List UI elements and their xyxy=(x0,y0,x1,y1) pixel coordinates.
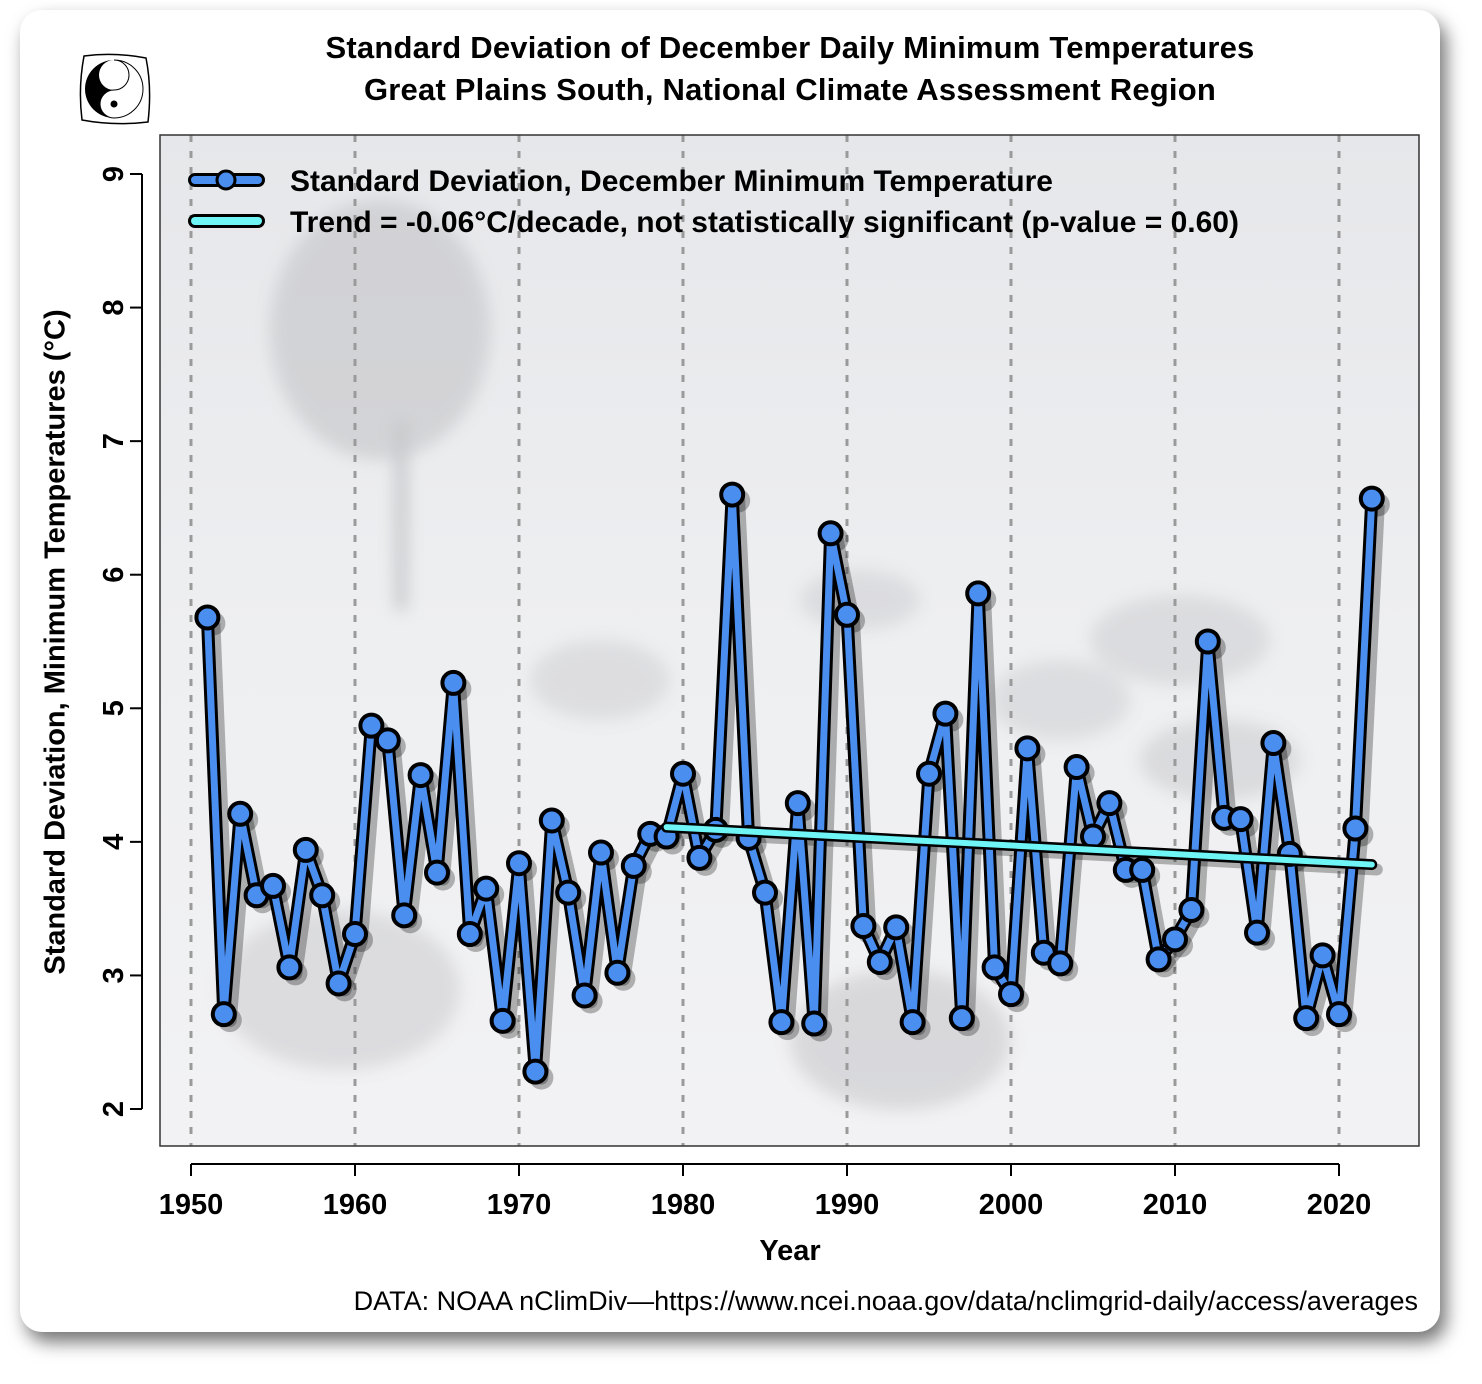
y-tick-label: 3 xyxy=(98,967,130,983)
legend-label-trend: Trend = -0.06°C/decade, not statisticall… xyxy=(290,206,1239,239)
data-point: 1987: 4.29 xyxy=(784,790,811,817)
data-point: 1955: 3.67 xyxy=(260,872,286,899)
data-point: 1952: 2.71 xyxy=(210,1001,237,1028)
trend-line xyxy=(663,824,1375,868)
data-point: 1980: 4.51 xyxy=(670,760,696,787)
data-point: 1969: 2.66 xyxy=(489,1007,516,1034)
data-point: 1976: 3.02 xyxy=(604,959,631,986)
data-point: 1996: 4.96 xyxy=(932,700,959,727)
data-point: 1959: 2.94 xyxy=(325,970,352,997)
data-point: 1965: 3.77 xyxy=(424,859,450,886)
y-tick-label: 6 xyxy=(98,567,130,583)
data-point: 1999: 3.06 xyxy=(981,954,1008,981)
y-tick-label: 9 xyxy=(98,166,130,182)
x-tick-label: 2010 xyxy=(1143,1189,1208,1221)
data-point: 1967: 3.31 xyxy=(456,921,483,948)
data-point: 2021: 4.1 xyxy=(1342,815,1369,842)
x-tick-label: 1970 xyxy=(487,1189,552,1221)
data-point: 1970: 3.84 xyxy=(506,850,532,877)
data-point: 1973: 3.62 xyxy=(555,879,582,906)
data-point: 1966: 5.19 xyxy=(440,669,467,696)
chart-title-line2: Great Plains South, National Climate Ass… xyxy=(363,72,1217,107)
data-point: 1988: 2.64 xyxy=(801,1010,828,1037)
data-point: 1986: 2.65 xyxy=(768,1009,795,1036)
x-tick-label: 1950 xyxy=(159,1189,224,1221)
x-tick-label: 1990 xyxy=(815,1189,880,1221)
data-point: 2014: 4.17 xyxy=(1227,806,1254,833)
data-point: 1971: 2.28 xyxy=(522,1058,549,1085)
data-point: 2020: 2.71 xyxy=(1326,1001,1352,1028)
data-point: 1991: 3.37 xyxy=(850,913,877,940)
data-point: 2012: 5.5 xyxy=(1194,628,1221,655)
data-point: 1993: 3.36 xyxy=(883,914,910,941)
y-tick-label: 2 xyxy=(98,1101,130,1117)
data-point: 1981: 3.88 xyxy=(686,844,713,871)
legend: Standard Deviation, December Minimum Tem… xyxy=(188,165,1239,239)
data-point: 1995: 4.51 xyxy=(916,760,942,787)
data-point: 2015: 3.32 xyxy=(1244,919,1270,946)
data-point: 2001: 4.7 xyxy=(1014,735,1041,762)
data-point: 2009: 3.12 xyxy=(1145,946,1172,973)
data-point: 1977: 3.82 xyxy=(620,852,647,879)
data-point: 1985: 3.62 xyxy=(752,879,778,906)
data-point: 1990: 5.7 xyxy=(834,601,860,628)
data-point: 2022: 6.57 xyxy=(1358,485,1385,512)
x-tick-label: 2000 xyxy=(979,1189,1044,1221)
x-tick-label: 1980 xyxy=(651,1189,716,1221)
y-tick-label: 7 xyxy=(98,433,130,449)
data-point: 1994: 2.65 xyxy=(899,1009,926,1036)
data-point: 2010: 3.27 xyxy=(1162,926,1188,953)
x-axis-label: Year xyxy=(759,1235,821,1267)
data-point: 1998: 5.86 xyxy=(965,580,992,607)
y-tick-label: 5 xyxy=(98,700,130,716)
legend-swatch-series-point xyxy=(215,169,237,191)
yin-yang-icon xyxy=(79,53,151,125)
data-point: 1957: 3.94 xyxy=(292,836,319,863)
y-axis-label: Standard Deviation, Minimum Temperatures… xyxy=(39,309,72,975)
data-point: 2018: 2.68 xyxy=(1293,1005,1320,1032)
data-point: 1964: 4.5 xyxy=(407,762,434,789)
data-point: 2016: 4.74 xyxy=(1260,730,1287,757)
x-tick-label: 1960 xyxy=(323,1189,388,1221)
data-point: 1961: 4.87 xyxy=(358,712,385,739)
data-point: 1983: 6.6 xyxy=(719,481,746,508)
data-point: 2019: 3.15 xyxy=(1309,942,1336,969)
data-point: 1992: 3.1 xyxy=(866,949,893,976)
data-point: 1960: 3.31 xyxy=(342,921,368,948)
data-point: 1989: 6.31 xyxy=(817,520,844,547)
legend-label-series: Standard Deviation, December Minimum Tem… xyxy=(290,165,1053,198)
data-point: 2003: 3.09 xyxy=(1047,950,1074,977)
data-point: 1953: 4.21 xyxy=(227,800,254,827)
data-point: 1956: 3.06 xyxy=(276,954,303,981)
data-source-note: DATA: NOAA nClimDiv—https://www.ncei.noa… xyxy=(353,1286,1418,1316)
data-point: 1974: 2.85 xyxy=(571,982,598,1009)
data-point: 1962: 4.76 xyxy=(374,727,401,754)
data-point: 2000: 2.86 xyxy=(998,981,1024,1008)
data-point: 2004: 4.56 xyxy=(1063,754,1090,781)
data-point: 2011: 3.49 xyxy=(1178,896,1205,923)
y-tick-label: 4 xyxy=(98,834,130,850)
data-point: 1951: 5.68 xyxy=(194,604,221,631)
chart-title-line1: Standard Deviation of December Daily Min… xyxy=(325,30,1255,65)
data-point: 2006: 4.29 xyxy=(1096,790,1123,817)
data-point: 2008: 3.79 xyxy=(1129,856,1156,883)
data-point: 1975: 3.92 xyxy=(588,839,614,866)
plot-frame xyxy=(159,134,1420,1147)
data-point: 1997: 2.68 xyxy=(948,1005,975,1032)
data-point: 1968: 3.65 xyxy=(473,875,500,902)
data-point: 1958: 3.6 xyxy=(309,882,336,909)
y-tick-label: 8 xyxy=(98,300,130,316)
x-tick-label: 2020 xyxy=(1307,1189,1372,1221)
data-point: 1963: 3.45 xyxy=(391,902,418,929)
data-point: 1972: 4.16 xyxy=(538,807,565,834)
